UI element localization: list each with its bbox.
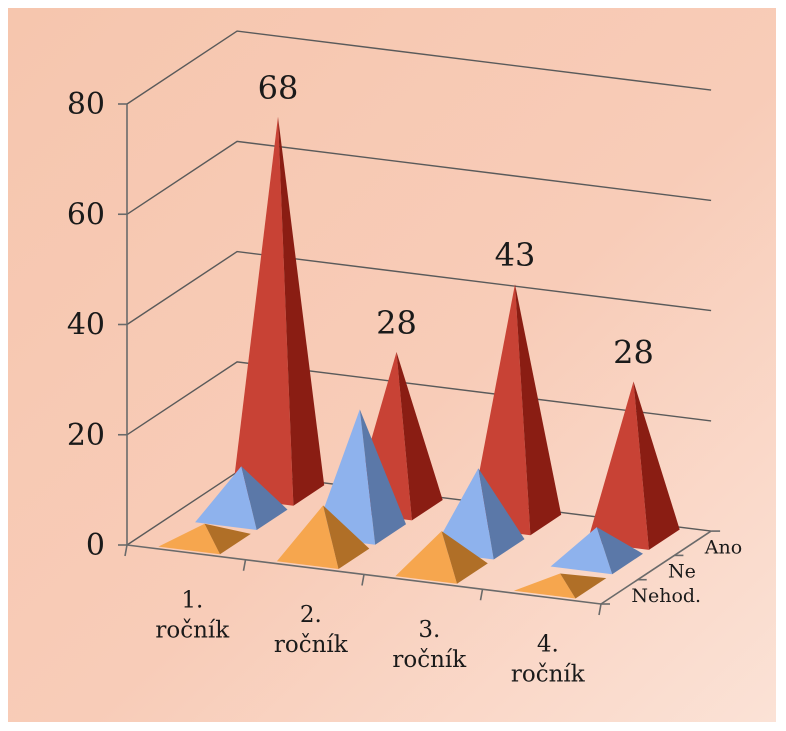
pyramid-nehod--1-side-face (204, 523, 251, 555)
depth-axis-line (600, 530, 712, 605)
pyramid-ano-2-side-face (396, 352, 443, 521)
x-tick-label-4-line-1: 4. (537, 632, 559, 658)
pyramid-ano-3-front-face (468, 284, 531, 536)
pyramid-nehod--4-side-face (560, 573, 607, 599)
pyramid-nehod--3-side-face (441, 531, 488, 584)
x-tick-label-4-line-2: ročník (511, 662, 586, 688)
pyramid-ano-1-front-face (231, 116, 294, 506)
pyramid-nehod--4 (513, 573, 607, 599)
pyramid-ne-4 (550, 527, 643, 575)
pyramid-ano-3 (468, 284, 562, 536)
legend-nehod-: Nehod. (631, 585, 701, 607)
data-label-ano-4: 28 (613, 334, 654, 372)
pyramid-nehod--2 (276, 505, 370, 569)
pyramid-nehod--3-front-face (395, 531, 457, 584)
pyramid-nehod--1-front-face (158, 523, 220, 555)
x-tick-mark-1 (242, 559, 247, 571)
data-label-ano-1: 68 (258, 69, 299, 107)
pyramid-ne-4-front-face (550, 527, 613, 575)
x-tick-label-4: 4. ročník (511, 632, 586, 688)
y-tick-label-20: 20 (67, 418, 105, 453)
x-tick-label-2-line-1: 2. (300, 602, 322, 628)
y-tick-label-0: 0 (86, 528, 105, 563)
x-tick-label-2: 2. ročník (274, 602, 349, 658)
pyramid-ne-4-side-face (596, 527, 643, 575)
x-tick-mark-0 (124, 544, 128, 557)
legend-ano: Ano (704, 536, 742, 558)
y-tick-label-40: 40 (67, 308, 105, 343)
text-layer: 0 20 40 60 80 1. ročník 2. ročník 3. ročník 4. roční… (67, 69, 742, 688)
pyramid-nehod--4-front-face (513, 573, 576, 599)
data-label-ano-2: 28 (376, 304, 417, 342)
pyramid-nehod--3 (395, 531, 488, 584)
marks-layer (158, 116, 680, 599)
x-tick-mark-3 (479, 589, 484, 601)
x-tick-label-1: 1. ročník (155, 587, 230, 643)
pyramid-ano-1-side-face (278, 116, 325, 506)
pyramid-ne-2-front-face (313, 409, 376, 545)
pyramid-ne-2 (313, 409, 406, 545)
chart-background (8, 8, 776, 722)
x-tick-label-2-line-2: ročník (274, 632, 349, 658)
data-label-ano-3: 43 (495, 236, 536, 274)
pyramid-ano-3-side-face (515, 284, 562, 536)
x-tick-label-3: 3. ročník (392, 617, 467, 673)
pyramid-nehod--2-side-face (323, 505, 370, 569)
pyramid-ano-4-front-face (587, 381, 649, 550)
pyramid-ne-1-front-face (195, 466, 257, 530)
x-tick-mark-4 (598, 603, 602, 616)
gridline-40 (126, 250, 712, 326)
x-tick-label-1-line-1: 1. (181, 587, 203, 613)
pyramid-ne-3-side-face (478, 468, 525, 560)
gridline-80 (126, 30, 712, 105)
pyramid-nehod--1 (158, 523, 251, 555)
y-tick-label-80: 80 (67, 87, 105, 122)
pyramid-ano-4 (587, 381, 680, 550)
pyramid-ano-4-side-face (633, 381, 680, 550)
pyramid-ne-2-side-face (359, 409, 406, 545)
pyramid-ne-1 (195, 466, 288, 530)
axes-layer (118, 103, 721, 616)
x-tick-label-1-line-2: ročník (155, 617, 230, 643)
legend-ne: Ne (668, 561, 696, 583)
x-tick-label-3-line-1: 3. (418, 617, 440, 643)
x-tick-label-3-line-2: ročník (392, 647, 467, 673)
pyramid-nehod--2-front-face (276, 505, 339, 569)
pyramid-ne-1-side-face (241, 466, 288, 530)
y-tick-label-60: 60 (67, 197, 105, 232)
x-tick-mark-2 (361, 574, 365, 586)
gridline-20 (126, 361, 712, 436)
gridline-60 (126, 140, 712, 215)
pyramid-ano-1 (231, 116, 325, 506)
